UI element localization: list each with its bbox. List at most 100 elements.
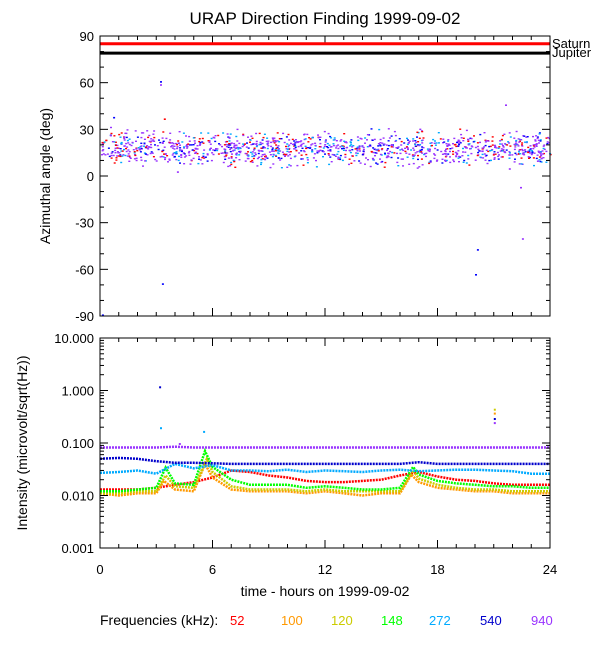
azimuth-point <box>168 159 171 161</box>
azimuth-point <box>380 161 383 163</box>
azimuth-point <box>194 152 197 154</box>
azimuth-point <box>155 160 158 162</box>
azimuth-point <box>362 150 365 152</box>
azimuth-point <box>161 142 164 144</box>
azimuth-point <box>493 144 496 147</box>
azimuth-point <box>515 139 518 142</box>
azimuth-point <box>288 153 291 156</box>
azimuth-point <box>488 145 491 148</box>
azimuth-point <box>125 150 128 153</box>
azimuth-point <box>135 148 138 150</box>
azimuth-point <box>395 147 398 149</box>
azimuth-point <box>416 136 418 138</box>
azimuth-point <box>357 147 360 149</box>
azimuth-point <box>260 147 263 149</box>
azimuth-point <box>330 137 333 139</box>
azimuth-point <box>294 142 297 144</box>
azimuth-point <box>119 136 122 138</box>
azimuth-point <box>305 146 308 149</box>
azimuth-point <box>140 142 143 144</box>
azimuth-outlier-point <box>505 104 507 106</box>
azimuth-point <box>235 144 238 146</box>
azimuth-point <box>481 148 484 150</box>
legend-entry-100: 100 <box>281 613 303 628</box>
azimuth-point <box>133 152 136 154</box>
azimuth-point <box>432 138 435 141</box>
azimuth-point <box>150 140 153 142</box>
azimuth-point <box>230 157 233 159</box>
azimuth-point <box>445 155 448 157</box>
azimuth-point <box>182 152 185 154</box>
azimuth-point <box>201 141 204 143</box>
azimuth-point <box>286 166 289 168</box>
intensity-spike-point <box>159 386 162 389</box>
azimuth-point <box>527 156 530 158</box>
azimuth-point <box>518 151 520 153</box>
azimuth-point <box>453 137 456 140</box>
azimuth-point <box>339 154 342 157</box>
azimuth-point <box>517 138 520 140</box>
azimuth-point <box>230 161 233 164</box>
azimuth-point <box>483 132 486 134</box>
azimuth-point <box>369 165 372 168</box>
azimuth-point <box>547 136 550 139</box>
azimuth-point <box>468 164 471 166</box>
azimuth-point <box>498 146 501 148</box>
azimuth-point <box>470 137 473 140</box>
azimuth-point <box>214 140 217 143</box>
azimuth-point <box>247 147 250 149</box>
azimuth-point <box>397 146 400 148</box>
azimuth-point <box>364 142 366 144</box>
azimuth-point <box>305 153 308 156</box>
azimuth-point <box>372 151 375 154</box>
azimuth-point <box>272 141 275 143</box>
azimuth-point <box>494 146 496 149</box>
azimuth-point <box>534 139 537 141</box>
azimuth-point <box>303 138 306 141</box>
azimuth-point <box>276 132 279 134</box>
azimuth-point <box>481 147 484 149</box>
azimuth-point <box>447 153 450 155</box>
azimuth-point <box>187 152 190 154</box>
azimuth-point <box>246 154 249 157</box>
azimuth-point <box>386 148 389 150</box>
azimuth-point <box>104 154 107 156</box>
azimuth-point <box>300 140 303 142</box>
azimuth-point <box>207 132 210 134</box>
azimuth-point <box>439 138 442 140</box>
azimuth-point <box>418 144 421 147</box>
azimuth-axis-ticks: 90 60 30 0 -30 -60 -90 <box>75 29 551 324</box>
azimuth-point <box>185 135 187 137</box>
azimuth-point <box>137 147 140 149</box>
intensity-spike-point <box>493 422 496 425</box>
azimuth-point <box>533 152 536 154</box>
azimuth-point <box>421 146 424 148</box>
azimuth-point <box>388 137 391 139</box>
azimuth-point <box>298 152 301 154</box>
azimuth-point <box>317 134 319 136</box>
azimuth-point <box>258 132 261 135</box>
azimuth-point <box>212 136 215 139</box>
azimuth-point <box>259 141 262 144</box>
azimuth-point <box>300 145 303 147</box>
azimuth-point <box>366 134 369 136</box>
azimuth-point <box>195 151 198 153</box>
azimuth-point <box>462 137 465 139</box>
azimuth-point <box>540 154 542 156</box>
azimuth-point <box>294 146 297 149</box>
azimuth-point <box>232 149 235 152</box>
azimuth-point <box>404 150 407 153</box>
azimuth-point <box>518 149 521 151</box>
azimuth-point <box>255 142 258 145</box>
azimuth-point <box>275 147 278 150</box>
azimuth-point <box>400 140 403 143</box>
azimuth-point <box>271 148 274 151</box>
azimuth-point <box>271 155 274 158</box>
azimuth-y-tick-label: 90 <box>80 29 94 44</box>
azimuth-point <box>115 159 118 161</box>
azimuth-point <box>370 150 373 153</box>
azimuth-point <box>234 144 237 146</box>
azimuth-point <box>506 144 509 146</box>
azimuth-point <box>408 153 411 155</box>
azimuth-point <box>295 141 298 143</box>
